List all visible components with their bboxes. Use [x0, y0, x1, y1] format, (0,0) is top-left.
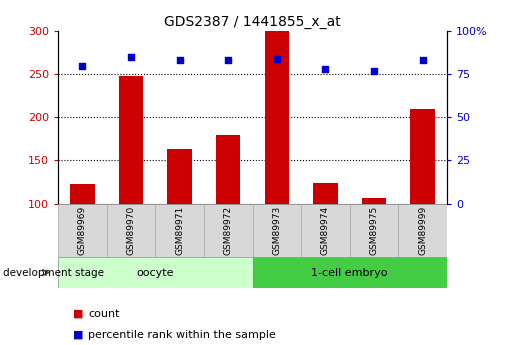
Bar [156, 204, 204, 257]
Text: GSM89972: GSM89972 [224, 206, 233, 255]
Text: GSM89999: GSM89999 [418, 206, 427, 255]
Point [321, 66, 329, 72]
Point [176, 58, 184, 63]
Bar [265, 31, 289, 290]
Bar [313, 183, 337, 290]
Text: count: count [88, 309, 120, 319]
Bar [301, 204, 350, 257]
Point [370, 68, 378, 73]
Bar [252, 204, 301, 257]
Bar [119, 76, 143, 290]
Bar [350, 204, 398, 257]
Text: percentile rank within the sample: percentile rank within the sample [88, 330, 276, 339]
Bar [70, 184, 94, 290]
Point [419, 58, 427, 63]
Bar [411, 109, 435, 290]
Bar [58, 257, 252, 288]
Point [127, 54, 135, 60]
Text: GSM89969: GSM89969 [78, 206, 87, 255]
Point [78, 63, 86, 68]
Text: 1-cell embryo: 1-cell embryo [312, 268, 388, 277]
Text: oocyte: oocyte [136, 268, 174, 277]
Text: GSM89971: GSM89971 [175, 206, 184, 255]
Point [273, 56, 281, 61]
Bar [398, 204, 447, 257]
Bar [216, 135, 240, 290]
Bar [252, 257, 447, 288]
Title: GDS2387 / 1441855_x_at: GDS2387 / 1441855_x_at [164, 14, 341, 29]
Text: ■: ■ [73, 309, 84, 319]
Point [224, 58, 232, 63]
Text: development stage: development stage [3, 268, 104, 277]
Text: ■: ■ [73, 330, 84, 339]
Bar [204, 204, 252, 257]
Bar [362, 198, 386, 290]
Text: GSM89974: GSM89974 [321, 206, 330, 255]
Bar [107, 204, 156, 257]
Text: GSM89970: GSM89970 [126, 206, 135, 255]
Bar [58, 204, 107, 257]
Bar [168, 149, 192, 290]
Text: GSM89975: GSM89975 [370, 206, 379, 255]
Text: GSM89973: GSM89973 [272, 206, 281, 255]
